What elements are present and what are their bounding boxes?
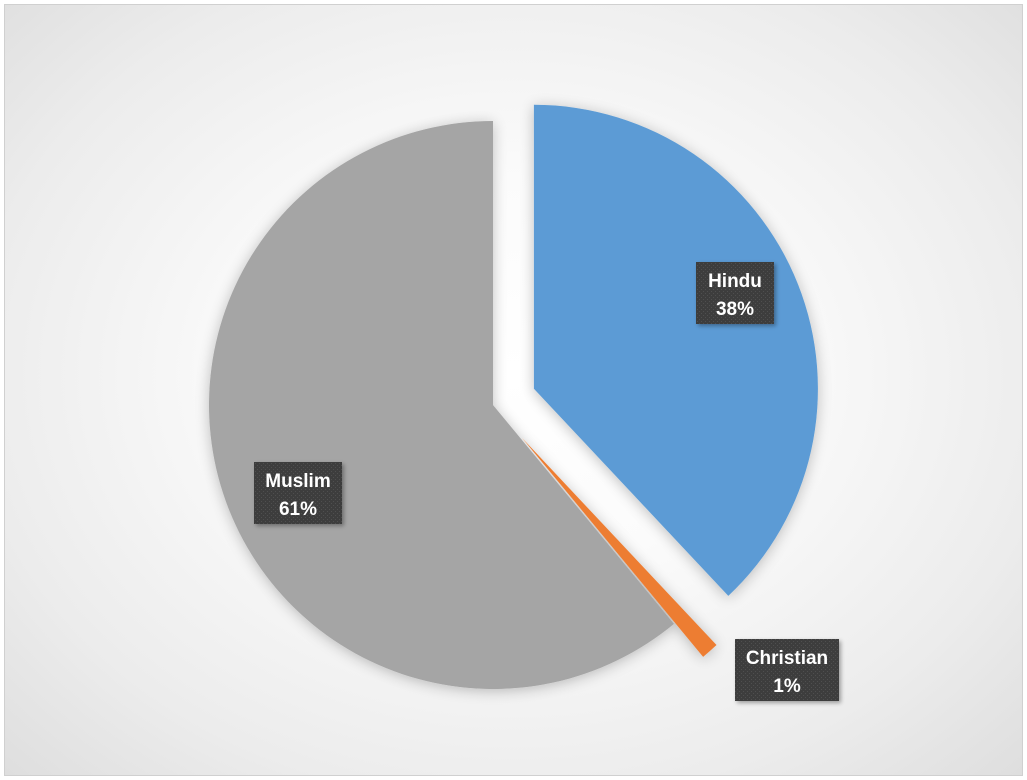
data-label-value: 38%	[716, 299, 754, 320]
pie-chart: Hindu 38% Christian 1% Muslim 61%	[208, 104, 839, 701]
data-label-category: Christian	[746, 648, 828, 669]
data-label-category: Muslim	[265, 471, 330, 492]
data-label-value: 1%	[773, 676, 801, 697]
data-label-box	[735, 639, 839, 701]
chart-area: Hindu 38% Christian 1% Muslim 61%	[4, 4, 1023, 776]
data-label-box	[696, 262, 774, 324]
data-label-hindu: Hindu 38%	[696, 262, 774, 324]
data-label-box	[254, 462, 342, 524]
pie-slice-christian	[522, 438, 717, 657]
pie-slice-muslim	[208, 121, 675, 689]
pie-slice-hindu	[533, 104, 818, 596]
data-label-value: 61%	[279, 499, 317, 520]
data-label-category: Hindu	[708, 271, 762, 292]
data-label-christian: Christian 1%	[735, 639, 839, 701]
data-label-muslim: Muslim 61%	[254, 462, 342, 524]
